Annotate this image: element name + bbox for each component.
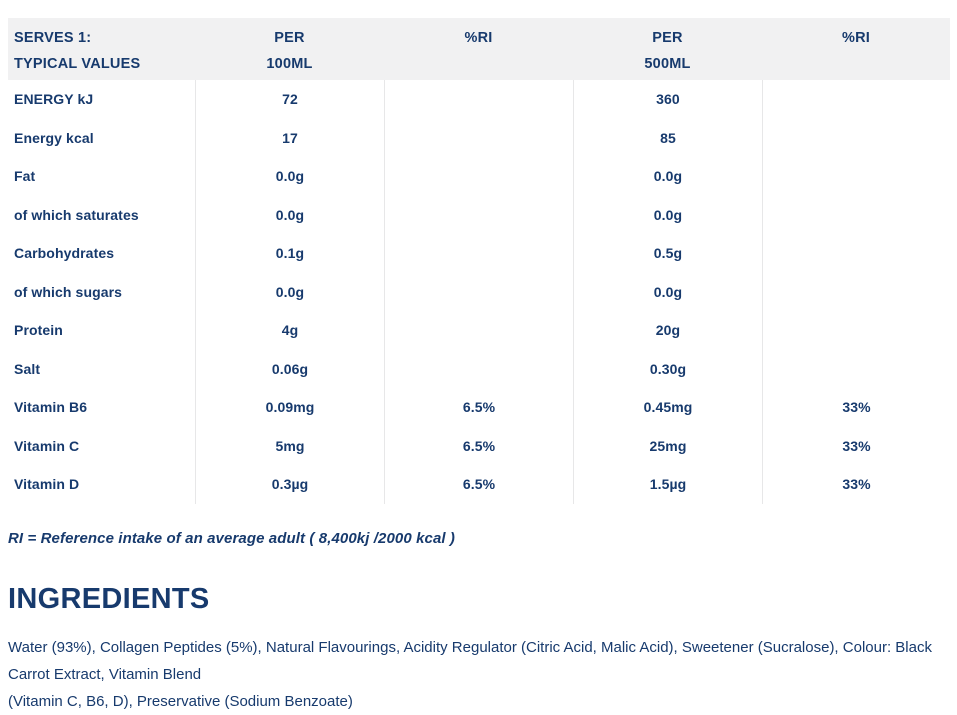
value-ri-500ml: [762, 118, 950, 157]
table-row: Salt 0.06g 0.30g: [8, 349, 950, 388]
table-row: of which sugars 0.0g 0.0g: [8, 272, 950, 311]
table-row: Protein 4g 20g: [8, 311, 950, 350]
table-row: ENERGY kJ 72 360: [8, 80, 950, 119]
value-ri-500ml: [762, 349, 950, 388]
ingredients-line-1: Water (93%), Collagen Peptides (5%), Nat…: [8, 638, 932, 683]
row-label: Fat: [14, 168, 36, 185]
value-ri-100ml: [384, 80, 573, 119]
header-per-100ml: PER 100ML: [266, 30, 313, 72]
header-ri-500ml: %RI: [842, 30, 870, 46]
value-ri-500ml: 33%: [762, 465, 950, 504]
value-per-100ml: 4g: [195, 311, 384, 350]
row-label: Vitamin C: [14, 437, 80, 454]
value-per-100ml: 0.0g: [195, 195, 384, 234]
value-ri-500ml: [762, 80, 950, 119]
value-ri-500ml: [762, 311, 950, 350]
value-ri-100ml: [384, 349, 573, 388]
header-typical-values: SERVES 1: TYPICAL VALUES: [8, 18, 195, 80]
row-label: of which sugars: [14, 283, 123, 300]
value-per-500ml: 0.0g: [573, 157, 762, 196]
header-ri-100ml: %RI: [464, 30, 493, 46]
value-ri-100ml: [384, 272, 573, 311]
value-ri-500ml: 33%: [762, 388, 950, 427]
row-label: Protein: [14, 322, 63, 339]
value-ri-500ml: [762, 234, 950, 273]
table-row: Vitamin B6 0.09mg 6.5% 0.45mg 33%: [8, 388, 950, 427]
value-ri-500ml: [762, 272, 950, 311]
header-typical-values-line: TYPICAL VALUES: [14, 56, 141, 72]
value-ri-500ml: [762, 195, 950, 234]
table-row: of which saturates 0.0g 0.0g: [8, 195, 950, 234]
value-per-500ml: 25mg: [573, 426, 762, 465]
row-label: Salt: [14, 360, 41, 377]
row-label: Carbohydrates: [14, 245, 115, 262]
value-per-100ml: 0.3µg: [195, 465, 384, 504]
value-ri-100ml: [384, 157, 573, 196]
row-label: ENERGY kJ: [14, 91, 94, 108]
value-per-100ml: 0.1g: [195, 234, 384, 273]
table-row: Vitamin D 0.3µg 6.5% 1.5µg 33%: [8, 465, 950, 504]
value-per-500ml: 0.0g: [573, 195, 762, 234]
value-ri-100ml: 6.5%: [384, 426, 573, 465]
value-per-500ml: 0.30g: [573, 349, 762, 388]
nutrition-section: SERVES 1: TYPICAL VALUES PER 100ML %RI P…: [8, 18, 950, 715]
value-per-100ml: 0.0g: [195, 157, 384, 196]
ri-footnote: RI = Reference intake of an average adul…: [8, 529, 456, 547]
row-label: of which saturates: [14, 206, 139, 223]
header-per-500ml: PER 500ML: [644, 30, 691, 72]
value-ri-100ml: [384, 118, 573, 157]
value-ri-100ml: [384, 195, 573, 234]
table-row: Vitamin C 5mg 6.5% 25mg 33%: [8, 426, 950, 465]
value-per-100ml: 72: [195, 80, 384, 119]
nutrition-table-body: ENERGY kJ 72 360 Energy kcal 17 85 Fat 0…: [8, 80, 950, 504]
ingredients-text: Water (93%), Collagen Peptides (5%), Nat…: [8, 634, 938, 715]
value-per-500ml: 85: [573, 118, 762, 157]
value-per-500ml: 0.5g: [573, 234, 762, 273]
header-serves-line: SERVES 1:: [14, 30, 92, 46]
value-per-100ml: 0.0g: [195, 272, 384, 311]
value-ri-100ml: [384, 311, 573, 350]
value-per-100ml: 0.09mg: [195, 388, 384, 427]
table-row: Fat 0.0g 0.0g: [8, 157, 950, 196]
value-per-100ml: 0.06g: [195, 349, 384, 388]
ingredients-line-2: (Vitamin C, B6, D), Preservative (Sodium…: [8, 692, 353, 710]
value-per-500ml: 0.0g: [573, 272, 762, 311]
ingredients-heading: INGREDIENTS: [8, 582, 210, 615]
value-per-500ml: 1.5µg: [573, 465, 762, 504]
value-per-100ml: 17: [195, 118, 384, 157]
value-per-500ml: 0.45mg: [573, 388, 762, 427]
value-ri-100ml: [384, 234, 573, 273]
value-ri-500ml: 33%: [762, 426, 950, 465]
table-row: Energy kcal 17 85: [8, 118, 950, 157]
row-label: Vitamin B6: [14, 399, 88, 416]
value-per-100ml: 5mg: [195, 426, 384, 465]
value-per-500ml: 20g: [573, 311, 762, 350]
table-row: Carbohydrates 0.1g 0.5g: [8, 234, 950, 273]
nutrition-table-header: SERVES 1: TYPICAL VALUES PER 100ML %RI P…: [8, 18, 950, 80]
row-label: Energy kcal: [14, 129, 94, 146]
value-ri-100ml: 6.5%: [384, 388, 573, 427]
value-ri-500ml: [762, 157, 950, 196]
value-per-500ml: 360: [573, 80, 762, 119]
value-ri-100ml: 6.5%: [384, 465, 573, 504]
row-label: Vitamin D: [14, 476, 80, 493]
